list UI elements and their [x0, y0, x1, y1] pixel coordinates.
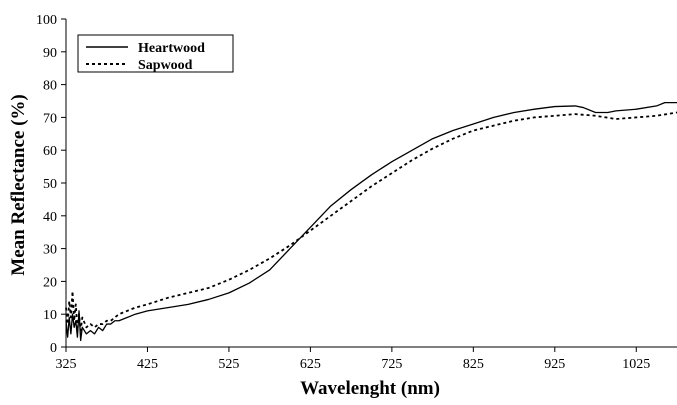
x-tick-label: 1025 [622, 357, 650, 372]
x-tick-label: 825 [463, 357, 484, 372]
y-tick-label: 40 [43, 210, 57, 225]
y-tick-label: 30 [43, 243, 57, 258]
y-tick-label: 20 [43, 275, 57, 290]
x-tick-label: 925 [544, 357, 565, 372]
legend-label-heartwood: Heartwood [138, 41, 205, 56]
legend-box [77, 34, 234, 73]
y-tick-label: 100 [36, 13, 57, 28]
series-lines [65, 101, 677, 342]
y-axis: 0 10 20 30 40 50 60 70 80 90 100 [36, 13, 67, 356]
x-tick-label: 625 [300, 357, 321, 372]
y-tick-label: 0 [50, 341, 57, 356]
x-tick-label: 725 [381, 357, 402, 372]
y-tick-label: 90 [43, 46, 57, 61]
x-axis-title: Wavelenght (nm) [300, 378, 440, 399]
x-tick-label: 325 [56, 357, 77, 372]
y-tick-label: 70 [43, 111, 57, 126]
y-tick-label: 50 [43, 177, 57, 192]
series-line-sapwood [65, 111, 677, 332]
y-tick-label: 80 [43, 79, 57, 94]
legend: Heartwood Sapwood [77, 34, 234, 73]
y-tick-label: 60 [43, 144, 57, 159]
y-tick-label: 10 [43, 308, 57, 323]
series-line-heartwood [65, 101, 677, 342]
x-tick-label: 425 [137, 357, 158, 372]
legend-label-sapwood: Sapwood [138, 58, 193, 73]
y-axis-title: Mean Reflectance (%) [8, 94, 29, 275]
x-tick-label: 525 [218, 357, 239, 372]
x-axis: 325 425 525 625 725 825 925 1025 [56, 346, 677, 372]
